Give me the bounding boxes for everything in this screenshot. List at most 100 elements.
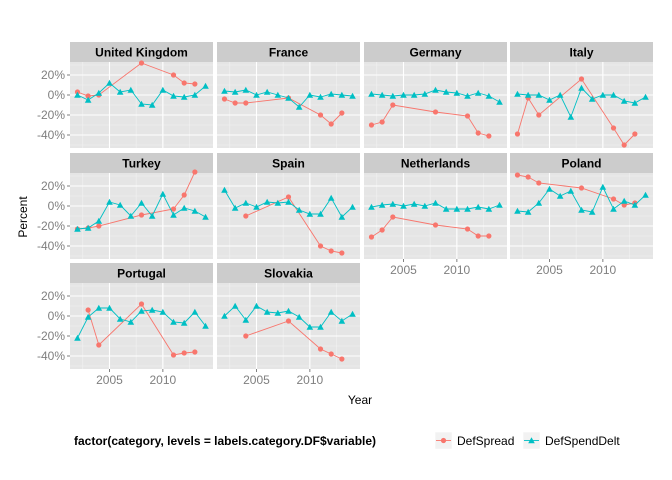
data-point [243, 333, 249, 339]
data-point [578, 206, 585, 213]
data-point [610, 125, 617, 131]
data-point [338, 213, 346, 220]
data-point [432, 86, 439, 93]
facet-panel: France [217, 42, 360, 148]
data-point [475, 130, 481, 136]
data-point [556, 192, 564, 199]
data-point [202, 322, 209, 329]
data-point [253, 91, 260, 98]
data-point [496, 98, 503, 105]
data-point [338, 317, 346, 324]
data-point [127, 212, 135, 219]
data-point [138, 301, 145, 307]
facet-strip [364, 153, 507, 173]
data-point [432, 109, 439, 115]
x-tick-label: 2010 [296, 373, 323, 387]
data-point [306, 210, 314, 217]
facet-title: France [269, 46, 309, 60]
data-point [400, 202, 407, 209]
data-point [464, 113, 471, 119]
data-point [432, 222, 439, 228]
data-point [274, 91, 282, 98]
y-tick-label: 0% [48, 199, 66, 213]
data-point [390, 214, 396, 220]
data-point [453, 89, 461, 96]
data-point [116, 315, 124, 322]
data-point [180, 319, 188, 326]
data-point [599, 91, 607, 98]
data-point [317, 112, 324, 118]
facet-strip [70, 263, 213, 283]
data-point [475, 233, 481, 239]
data-point [159, 86, 167, 93]
facet-title: United Kingdom [95, 46, 188, 60]
data-point [263, 88, 271, 95]
data-point [410, 200, 418, 207]
data-point [328, 248, 334, 254]
data-point [485, 205, 493, 212]
facet-strip [70, 42, 213, 62]
data-point [159, 308, 167, 315]
data-point [631, 201, 639, 208]
data-point [74, 91, 81, 98]
x-tick-label: 2010 [443, 263, 470, 277]
data-point [306, 323, 314, 330]
data-point [180, 93, 188, 100]
data-point [349, 92, 356, 99]
facet-strip [510, 153, 653, 173]
y-tick-label: -20% [37, 219, 65, 233]
facet-title: Italy [569, 46, 593, 60]
data-point [192, 81, 198, 87]
data-point [170, 352, 177, 358]
facet-title: Portugal [117, 267, 166, 281]
facet-title: Spain [272, 157, 305, 171]
data-point [620, 97, 628, 104]
data-point [338, 91, 346, 98]
data-point [306, 91, 314, 98]
data-point [453, 205, 461, 212]
facet-strip [217, 153, 360, 173]
data-point [285, 198, 292, 205]
data-point [546, 185, 553, 192]
data-point [378, 91, 386, 98]
data-point [464, 92, 471, 99]
data-point [317, 323, 324, 330]
data-point [243, 213, 249, 219]
data-point [421, 202, 429, 209]
data-point [327, 90, 335, 97]
y-tick-label: -20% [37, 108, 65, 122]
data-point [181, 80, 187, 86]
data-point [95, 217, 103, 224]
x-axis-title: Year [348, 393, 372, 407]
data-point [253, 203, 260, 210]
data-point [285, 307, 292, 314]
data-point [221, 186, 228, 193]
data-point [514, 172, 521, 178]
legend-label: DefSpendDelt [545, 434, 620, 448]
data-point [295, 103, 303, 110]
data-point [191, 207, 199, 214]
legend-item: DefSpread [434, 431, 514, 450]
data-point [567, 187, 575, 194]
data-point [170, 206, 177, 212]
facet-panel: Poland 2005 2010 [510, 153, 653, 277]
data-point [138, 60, 145, 66]
data-point [632, 131, 638, 137]
facet-strip [217, 42, 360, 62]
y-tick-label: -40% [37, 128, 65, 142]
data-point [349, 203, 356, 210]
data-point [202, 82, 209, 89]
data-point [95, 89, 103, 96]
data-point [339, 356, 345, 362]
data-point [285, 194, 292, 200]
facet-panel: Italy [510, 42, 653, 148]
data-point [180, 204, 188, 211]
data-point [170, 92, 177, 99]
data-point [486, 233, 492, 239]
data-point [524, 208, 532, 215]
x-tick-label: 2005 [390, 263, 417, 277]
y-tick-label: 20% [41, 289, 65, 303]
data-point [588, 95, 596, 102]
facet-panel: Portugal 20% 0% -20% -40% 2005 2010 [37, 263, 213, 387]
facet-panel: Turkey 20% 0% -20% -40% [37, 153, 213, 259]
